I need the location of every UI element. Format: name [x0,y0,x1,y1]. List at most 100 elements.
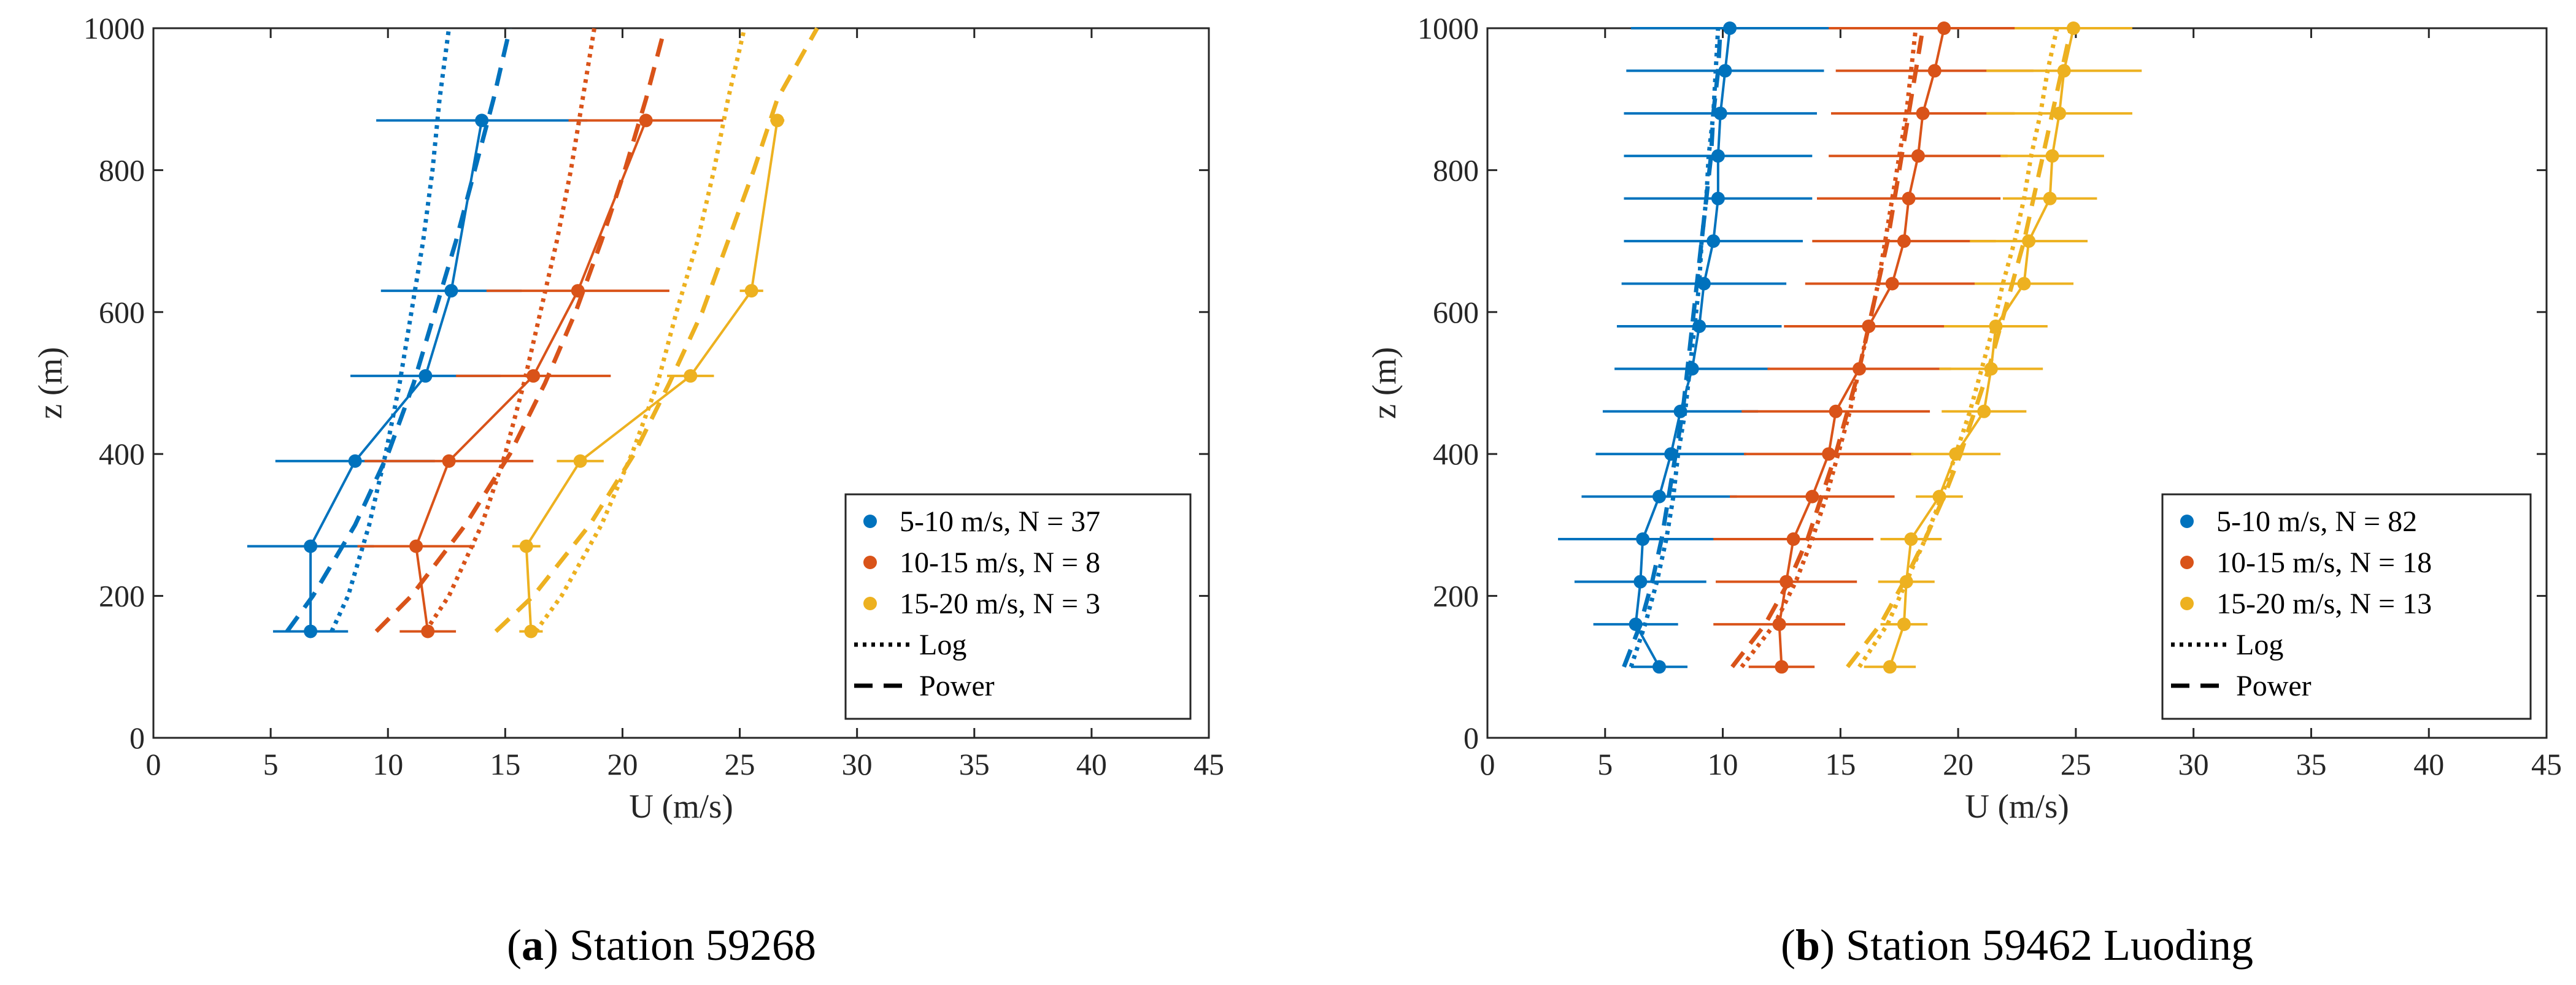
chart-panel-b: 0 5 10 15 20 25 30 35 40 45 0 200 400 600 800 1000 U (m/… [1365,11,2562,970]
data-point [1692,319,1706,333]
y-axis-label: z (m) [1365,347,1403,420]
data-point [1786,532,1800,546]
caption-title: Station 59462 Luoding [1835,921,2253,970]
caption-paren-open: ( [1781,921,1795,970]
data-point [304,539,318,553]
data-point [475,113,489,128]
data-point [770,113,784,128]
data-point [1775,660,1789,674]
power-fit-line [285,28,512,633]
data-point [1652,489,1666,504]
data-point [526,369,541,383]
x-tick-label: 30 [2178,747,2209,781]
legend-entry: Power [2236,670,2312,702]
data-point [1904,532,1918,546]
x-tick-label: 10 [1708,747,1738,781]
data-point [1853,362,1867,376]
caption: (a) Station 59268 [507,921,816,970]
data-point [304,624,318,638]
data-point [1897,234,1911,248]
data-point [1697,277,1711,291]
x-tick-label: 45 [2531,747,2562,781]
data-point [444,284,458,298]
data-point [348,454,362,468]
x-tick-label: 20 [607,747,638,781]
power-fit-line [1622,28,1723,668]
series-1 [1558,21,1829,674]
x-tick-label: 15 [490,747,520,781]
power-fit-line [374,28,667,633]
series-2 [357,28,723,638]
series-1 [247,28,588,638]
data-point [1937,21,1951,35]
data-point [1673,404,1687,418]
y-tick-label: 0 [129,721,145,755]
series-2 [1713,21,2060,674]
caption-letter: b [1795,921,1820,970]
data-point [1984,362,1998,376]
x-axis-label: U (m/s) [629,788,733,825]
caption-paren-close: ) [1820,921,1835,970]
observed-profile-line [309,120,484,632]
data-point [1932,489,1946,504]
y-tick-label: 400 [99,437,145,471]
legend-entry: Power [919,670,995,702]
x-tick-label: 20 [1943,747,1973,781]
legend-entry: Log [2236,629,2283,661]
data-point [1772,617,1786,631]
legend-marker [863,556,877,569]
data-point [573,454,587,468]
data-point [1862,319,1876,333]
legend-marker [2180,515,2194,528]
data-point [519,539,533,553]
data-point [1805,489,1819,504]
x-tick-label: 35 [2296,747,2326,781]
data-point [1636,532,1650,546]
series-3 [494,27,819,638]
x-axis-label: U (m/s) [1965,788,2069,825]
legend-marker [863,597,877,610]
observed-profile-line [1634,28,1732,668]
data-point [1897,617,1911,631]
legend-entry: 15-20 m/s, N = 3 [900,588,1100,620]
observed-profile-line [525,120,779,632]
data-point [1829,404,1843,418]
data-point [2022,234,2036,248]
data-point [2017,277,2031,291]
log-fit-line [534,28,747,633]
data-point [1916,106,1930,120]
data-point [1977,404,1991,418]
data-point [421,624,435,638]
log-fit-line [330,28,452,632]
data-point [1685,362,1699,376]
x-tick-label: 0 [1480,747,1495,781]
data-point [409,539,423,553]
legend-entry: Log [919,629,966,661]
data-point [744,284,758,298]
x-tick-label: 15 [1825,747,1856,781]
data-point [2045,149,2059,163]
data-point [1899,575,1913,589]
data-point [1633,575,1648,589]
data-point [1713,106,1727,120]
caption-paren-open: ( [507,921,522,970]
legend-entry: 15-20 m/s, N = 13 [2216,588,2432,620]
data-point [418,369,433,383]
chart-panel-a: 0 5 10 15 20 25 30 35 40 45 0 200 400 600 800 1000 U (m/… [31,11,1224,970]
data-point [2043,191,2057,205]
data-point [1885,277,1899,291]
y-tick-label: 600 [99,295,145,329]
legend: 5-10 m/s, N = 82 10-15 m/s, N = 18 15-20 m… [2161,493,2532,720]
y-tick-label: 1000 [83,11,145,45]
y-tick-label: 1000 [1417,11,1479,45]
data-point [442,454,456,468]
x-tick-label: 35 [959,747,990,781]
caption-title: Station 59268 [558,921,816,970]
series-3 [1846,21,2142,674]
data-point [1989,319,2003,333]
y-tick-label: 400 [1433,437,1479,471]
y-tick-label: 200 [1433,579,1479,613]
log-fit-line [1857,28,2059,669]
legend-box [2161,493,2532,720]
